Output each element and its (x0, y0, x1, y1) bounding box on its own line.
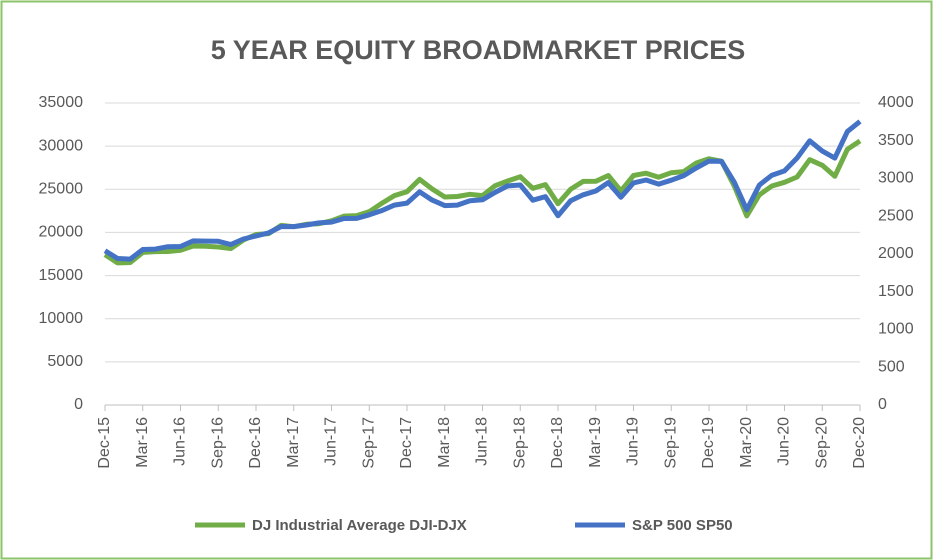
x-tick-label: Sep-18 (511, 417, 528, 469)
y2-tick-label: 3500 (878, 132, 914, 149)
x-tick-label: Dec-20 (851, 417, 868, 469)
x-tick-label: Mar-20 (738, 417, 755, 468)
y2-tick-label: 2000 (878, 245, 914, 262)
x-tick-label: Jun-16 (172, 417, 189, 466)
y-tick-label: 10000 (39, 310, 84, 327)
x-tick-label: Dec-17 (398, 417, 415, 469)
x-tick-label: Sep-16 (209, 417, 226, 469)
y2-tick-label: 500 (878, 358, 905, 375)
y-tick-label: 35000 (39, 94, 84, 111)
x-tick-label: Sep-17 (360, 417, 377, 469)
x-tick-label: Mar-18 (436, 417, 453, 468)
y-tick-label: 15000 (39, 267, 84, 284)
y-tick-label: 25000 (39, 181, 84, 198)
y-tick-label: 30000 (39, 137, 84, 154)
x-tick-label: Jun-17 (323, 417, 340, 466)
y2-tick-label: 1500 (878, 283, 914, 300)
x-tick-label: Mar-17 (285, 417, 302, 468)
x-tick-label: Jun-18 (474, 417, 491, 466)
y2-tick-label: 3000 (878, 170, 914, 187)
legend-label: S&P 500 SP50 (632, 517, 733, 534)
series-line (103, 119, 862, 262)
y2-tick-label: 2500 (878, 207, 914, 224)
x-tick-label: Sep-20 (813, 417, 830, 469)
y-tick-label: 5000 (47, 353, 83, 370)
y2-tick-label: 1000 (878, 321, 914, 338)
x-tick-label: Dec-16 (247, 417, 264, 469)
x-tick-label: Jun-20 (776, 417, 793, 466)
chart-title: 5 YEAR EQUITY BROADMARKET PRICES (211, 35, 746, 65)
x-tick-label: Dec-15 (96, 417, 113, 469)
y2-tick-label: 4000 (878, 94, 914, 111)
legend-label: DJ Industrial Average DJI-DJX (252, 517, 467, 534)
y-tick-label: 0 (74, 396, 83, 413)
y2-tick-label: 0 (878, 396, 887, 413)
y-tick-label: 20000 (39, 224, 84, 241)
x-tick-label: Mar-16 (134, 417, 151, 468)
x-tick-label: Sep-19 (662, 417, 679, 469)
x-tick-label: Mar-19 (587, 417, 604, 468)
x-tick-label: Dec-18 (549, 417, 566, 469)
x-tick-label: Jun-19 (625, 417, 642, 466)
x-tick-label: Dec-19 (700, 417, 717, 469)
